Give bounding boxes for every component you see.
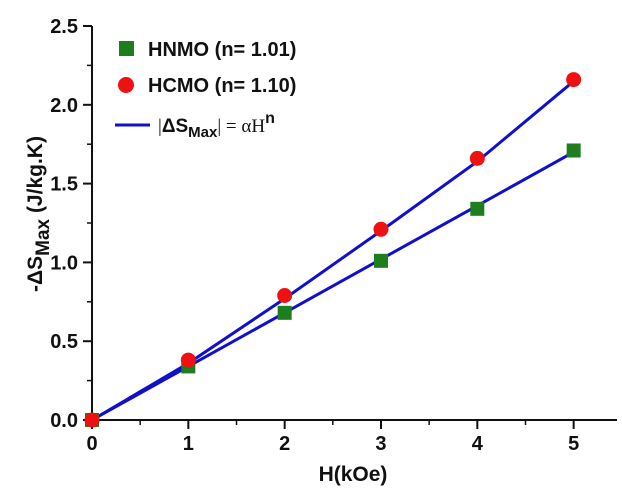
y-axis-label-unit: (J/kg.K) — [24, 136, 47, 219]
y-tick-label: 1.5 — [50, 174, 78, 196]
data-point-hcmo — [277, 287, 293, 303]
data-point-hcmo — [84, 412, 100, 428]
legend-label-hcmo: HCMO (n= 1.10) — [148, 75, 296, 97]
x-axis-label: H(kOe) — [319, 463, 388, 486]
y-tick-label: 0.0 — [50, 410, 78, 432]
y-tick-label: 0.5 — [50, 331, 78, 353]
y-axis-label-main: -ΔS — [24, 256, 47, 292]
legend-fit-sub: Max — [188, 124, 218, 141]
data-point-hnmo — [566, 143, 581, 158]
data-point-hnmo — [470, 201, 485, 216]
data-point-hnmo — [277, 305, 292, 320]
legend-marker-hcmo — [118, 77, 134, 93]
x-tick-label: 0 — [86, 433, 97, 455]
x-tick-label: 1 — [183, 433, 194, 455]
data-point-hcmo — [566, 72, 582, 88]
legend-fit-rhs: = αH — [221, 116, 265, 137]
y-ticks: 0.0 0.5 1.0 1.5 2.0 2.5 — [50, 16, 92, 432]
fit-line-1 — [91, 150, 575, 422]
data-point-hnmo — [373, 253, 388, 268]
y-tick-label: 2.0 — [50, 95, 78, 117]
x-ticks: 0 1 2 3 4 5 — [86, 420, 579, 455]
y-tick-label: 2.5 — [50, 16, 78, 38]
legend-fit-delta-s: ΔS — [162, 116, 188, 137]
data-point-hcmo — [180, 352, 196, 368]
y-axis-label-sub: Max — [33, 218, 54, 255]
x-tick-label: 4 — [472, 433, 484, 455]
legend: HNMO (n= 1.01) HCMO (n= 1.10) |ΔSMax| = … — [115, 39, 296, 141]
data-point-hcmo — [469, 150, 485, 166]
legend-marker-hnmo — [119, 41, 134, 56]
y-tick-label: 1.0 — [50, 252, 78, 274]
x-tick-label: 2 — [279, 433, 290, 455]
y-axis-label: -ΔSMax (J/kg.K) — [24, 136, 54, 292]
legend-label-hnmo: HNMO (n= 1.01) — [148, 39, 296, 61]
legend-fit-bar-right: | — [217, 116, 221, 137]
x-tick-label: 3 — [375, 433, 386, 455]
fit-line-2 — [91, 80, 575, 422]
fit-lines — [91, 80, 575, 422]
legend-label-fit: |ΔSMax| = αHn — [158, 110, 275, 141]
legend-fit-bar-left: | — [158, 116, 162, 137]
x-tick-label: 5 — [568, 433, 579, 455]
data-point-hcmo — [373, 221, 389, 237]
data-points — [84, 72, 582, 428]
legend-fit-exponent: n — [265, 110, 275, 127]
